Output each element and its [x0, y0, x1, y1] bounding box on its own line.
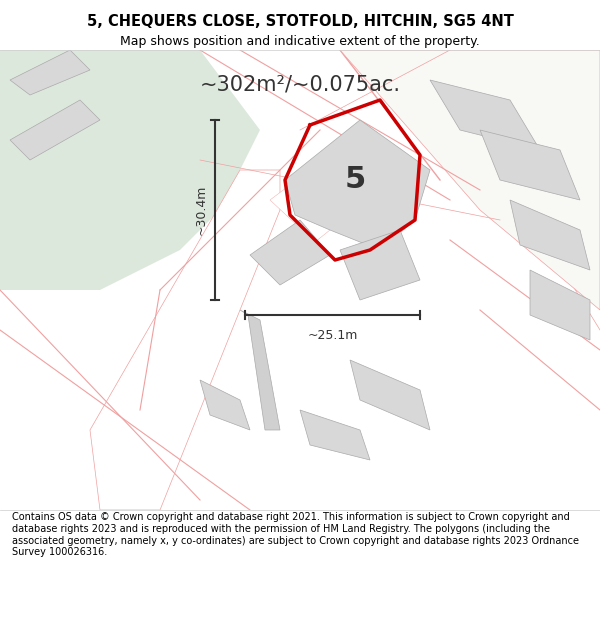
Text: ~25.1m: ~25.1m [307, 329, 358, 342]
Polygon shape [340, 230, 420, 300]
Polygon shape [240, 310, 280, 430]
Text: 5: 5 [344, 166, 365, 194]
Polygon shape [300, 410, 370, 460]
Polygon shape [250, 220, 330, 285]
Polygon shape [90, 170, 280, 510]
Text: Map shows position and indicative extent of the property.: Map shows position and indicative extent… [120, 35, 480, 48]
Text: 5, CHEQUERS CLOSE, STOTFOLD, HITCHIN, SG5 4NT: 5, CHEQUERS CLOSE, STOTFOLD, HITCHIN, SG… [86, 14, 514, 29]
Text: ~302m²/~0.075ac.: ~302m²/~0.075ac. [199, 75, 401, 95]
Polygon shape [480, 130, 580, 200]
Polygon shape [430, 80, 540, 150]
Polygon shape [510, 200, 590, 270]
Polygon shape [340, 50, 600, 310]
Polygon shape [270, 185, 330, 242]
Polygon shape [10, 50, 90, 95]
Text: Contains OS data © Crown copyright and database right 2021. This information is : Contains OS data © Crown copyright and d… [12, 512, 579, 557]
Polygon shape [530, 270, 590, 340]
Polygon shape [0, 50, 260, 290]
Text: ~30.4m: ~30.4m [194, 185, 208, 235]
Polygon shape [200, 380, 250, 430]
Polygon shape [285, 120, 430, 250]
Polygon shape [350, 360, 430, 430]
Polygon shape [10, 100, 100, 160]
